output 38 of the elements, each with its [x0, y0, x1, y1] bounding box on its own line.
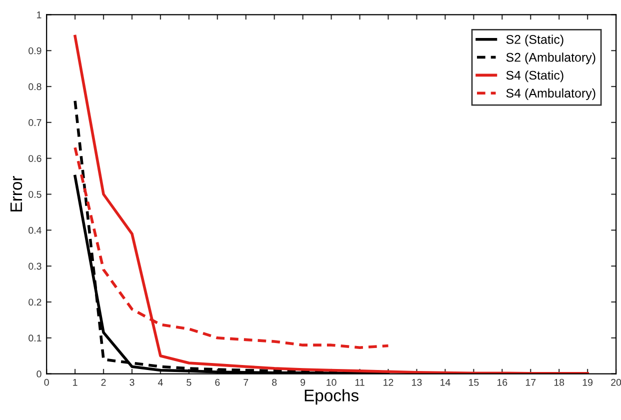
x-tick-label: 10 — [326, 378, 336, 386]
y-tick-label: 0.8 — [28, 83, 42, 90]
y-tick-label: 0.9 — [28, 47, 42, 54]
y-tick-label: 0.3 — [28, 262, 42, 270]
x-tick-label: 20 — [611, 378, 621, 386]
y-tick-label: 1 — [37, 12, 42, 18]
legend-label: S4 (Ambulatory) — [506, 88, 596, 100]
legend-label: S2 (Static) — [506, 34, 564, 46]
legend-label: S4 (Static) — [506, 70, 564, 82]
x-tick-label: 14 — [440, 379, 450, 386]
y-tick-label: 0.2 — [28, 298, 42, 306]
x-tick-label: 18 — [554, 378, 564, 386]
x-tick-label: 1 — [73, 379, 78, 386]
x-tick-label: 19 — [582, 378, 593, 386]
x-tick-label: 11 — [355, 379, 364, 386]
y-tick-label: 0.4 — [28, 226, 42, 234]
y-axis-title: Error — [10, 176, 22, 212]
x-tick-label: 15 — [469, 379, 479, 386]
x-tick-label: 12 — [384, 378, 394, 386]
legend-label: S2 (Ambulatory) — [506, 52, 596, 64]
x-tick-label: 0 — [44, 378, 49, 386]
x-tick-label: 16 — [497, 378, 508, 386]
x-tick-label: 3 — [130, 378, 134, 386]
x-tick-label: 6 — [215, 378, 220, 386]
y-tick-label: 0.7 — [28, 119, 42, 126]
x-tick-label: 2 — [101, 378, 106, 386]
x-tick-label: 5 — [186, 379, 192, 386]
y-tick-label: 0.6 — [28, 155, 42, 162]
y-tick-label: 0.5 — [28, 190, 42, 198]
y-tick-label: 0.1 — [28, 334, 42, 342]
x-tick-label: 17 — [526, 379, 536, 386]
x-tick-label: 4 — [158, 379, 163, 386]
x-axis-title: Epochs — [304, 389, 358, 405]
x-tick-label: 13 — [412, 378, 422, 386]
x-tick-label: 8 — [272, 378, 277, 386]
x-tick-label: 9 — [300, 378, 306, 386]
y-tick-label: 0 — [36, 370, 42, 378]
x-tick-label: 7 — [244, 379, 248, 386]
